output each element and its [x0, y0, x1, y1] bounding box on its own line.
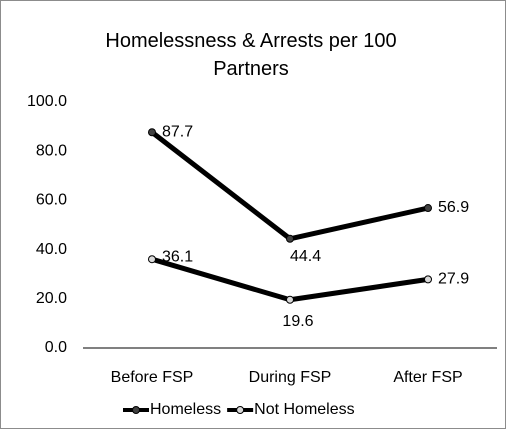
- legend-marker: [132, 406, 140, 414]
- data-label: 36.1: [162, 248, 193, 265]
- marker: [286, 295, 294, 304]
- marker: [148, 128, 156, 137]
- legend-label: Homeless: [150, 401, 221, 418]
- marker: [286, 234, 294, 243]
- x-tick-label: Before FSP: [111, 369, 194, 386]
- chart-title: Homelessness & Arrests per 100 Partners: [105, 30, 397, 80]
- marker: [424, 275, 432, 284]
- series-line: [151, 256, 429, 303]
- legend-label: Not Homeless: [254, 401, 354, 418]
- marker: [148, 255, 156, 264]
- y-tick-label: 100.0: [27, 93, 67, 110]
- data-label: 44.4: [290, 248, 321, 265]
- x-tick-label: After FSP: [393, 369, 462, 386]
- y-tick-label: 60.0: [36, 192, 67, 209]
- y-tick-label: 80.0: [36, 142, 67, 159]
- data-label: 56.9: [438, 199, 469, 216]
- data-label: 87.7: [162, 123, 193, 140]
- data-label: 27.9: [438, 271, 469, 288]
- data-label: 19.6: [282, 313, 313, 330]
- y-tick-label: 0.0: [45, 339, 67, 356]
- x-tick-label: During FSP: [249, 369, 332, 386]
- series-line: [150, 130, 429, 242]
- legend-marker: [236, 406, 245, 414]
- marker: [424, 204, 432, 213]
- y-tick-label: 20.0: [36, 290, 67, 307]
- y-tick-label: 40.0: [36, 241, 67, 258]
